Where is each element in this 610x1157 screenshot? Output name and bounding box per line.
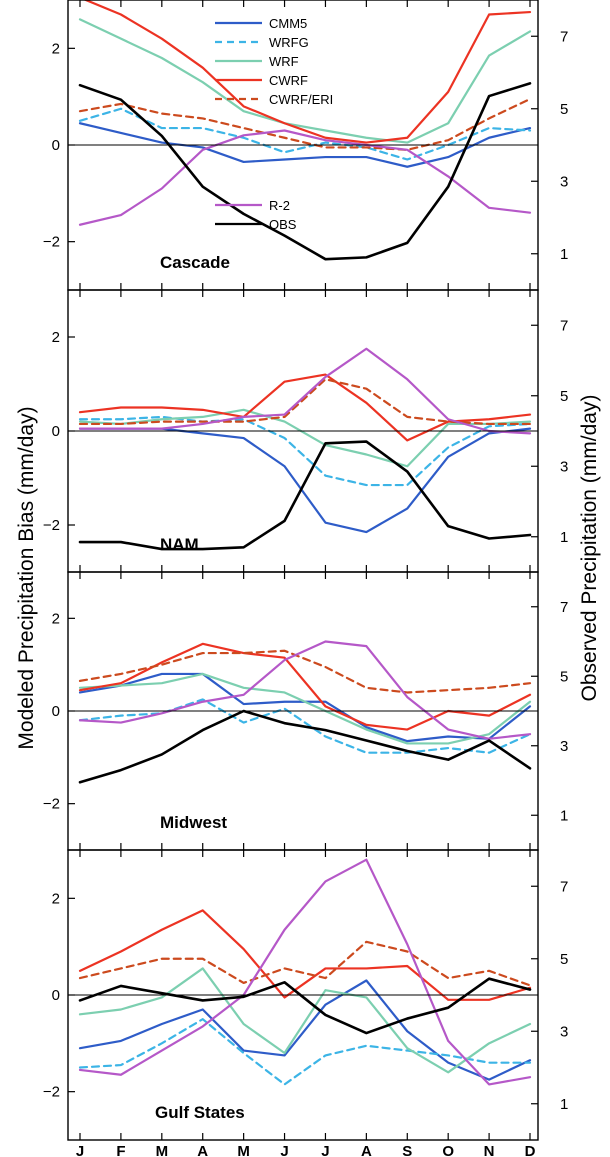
left-tick-label: 0 (52, 423, 60, 440)
right-tick-label: 5 (560, 668, 568, 685)
legend-label: WRF (269, 54, 299, 69)
series-line-obs (78, 977, 532, 1035)
series-line-cwrf-eri (78, 940, 532, 987)
right-tick-label: 3 (560, 173, 568, 190)
month-tick-label: J (321, 1143, 329, 1157)
legend-label: CWRF/ERI (269, 92, 333, 107)
series-line-cwrf (82, 0, 532, 144)
right-tick-label: 7 (560, 878, 568, 895)
left-tick-label: −2 (43, 796, 60, 813)
right-tick-label: 7 (560, 599, 568, 616)
legend-label: WRFG (269, 35, 309, 50)
region-label: NAM (160, 535, 199, 554)
right-tick-label: 1 (560, 807, 568, 824)
right-tick-label: 7 (560, 317, 568, 334)
series-line-r-2 (78, 129, 532, 226)
right-tick-label: 5 (560, 951, 568, 968)
legend-label: OBS (269, 217, 297, 232)
series-line-wrfg (78, 698, 532, 754)
left-tick-label: 2 (52, 40, 60, 57)
left-tick-label: 2 (52, 329, 60, 346)
series-line-cwrf (78, 909, 532, 1001)
series-line-r-2 (78, 858, 532, 1086)
left-tick-label: 0 (52, 703, 60, 720)
right-tick-label: 5 (560, 388, 568, 405)
region-label: Gulf States (155, 1103, 245, 1122)
left-tick-label: 0 (52, 137, 60, 154)
series-line-obs (78, 82, 532, 261)
month-tick-label: D (525, 1143, 536, 1157)
series-line-wrfg (78, 1018, 532, 1086)
series-line-wrf (78, 672, 532, 745)
right-tick-label: 1 (560, 246, 568, 263)
legend-label: CMM5 (269, 16, 307, 31)
series-line-wrf (78, 18, 532, 144)
right-tick-label: 3 (560, 738, 568, 755)
left-tick-label: −2 (43, 517, 60, 534)
series-line-cwrf-eri (78, 97, 532, 151)
series-line-obs (78, 440, 532, 551)
series-line-wrf (78, 967, 532, 1074)
right-tick-label: 3 (560, 458, 568, 475)
legend-label: R-2 (269, 198, 290, 213)
month-tick-label: J (280, 1143, 288, 1157)
month-tick-label: S (402, 1143, 412, 1157)
left-tick-label: −2 (43, 234, 60, 251)
month-tick-label: A (197, 1143, 208, 1157)
right-tick-label: 5 (560, 101, 568, 118)
series-line-wrfg (78, 415, 532, 487)
series-line-obs (78, 709, 532, 784)
right-tick-label: 1 (560, 529, 568, 546)
series-line-wrf (78, 408, 532, 468)
right-tick-label: 7 (560, 28, 568, 45)
month-tick-label: F (116, 1143, 125, 1157)
month-tick-label: M (237, 1143, 250, 1157)
region-label: Midwest (160, 813, 227, 832)
series-line-cwrf-eri (78, 649, 532, 694)
left-tick-label: 2 (52, 890, 60, 907)
month-tick-label: J (76, 1143, 84, 1157)
month-tick-label: A (361, 1143, 372, 1157)
series-line-cmm5 (78, 979, 532, 1081)
right-tick-label: 1 (560, 1096, 568, 1113)
region-label: Cascade (160, 253, 230, 272)
month-tick-label: N (484, 1143, 495, 1157)
left-tick-label: −2 (43, 1084, 60, 1101)
series-line-r-2 (78, 347, 532, 435)
series-line-wrfg (78, 107, 532, 161)
series-line-r-2 (78, 640, 532, 740)
month-tick-label: O (442, 1143, 454, 1157)
legend-label: CWRF (269, 73, 308, 88)
left-tick-label: 0 (52, 987, 60, 1004)
right-tick-label: 3 (560, 1023, 568, 1040)
series-line-cmm5 (78, 122, 532, 168)
month-tick-label: M (156, 1143, 169, 1157)
left-tick-label: 2 (52, 610, 60, 627)
